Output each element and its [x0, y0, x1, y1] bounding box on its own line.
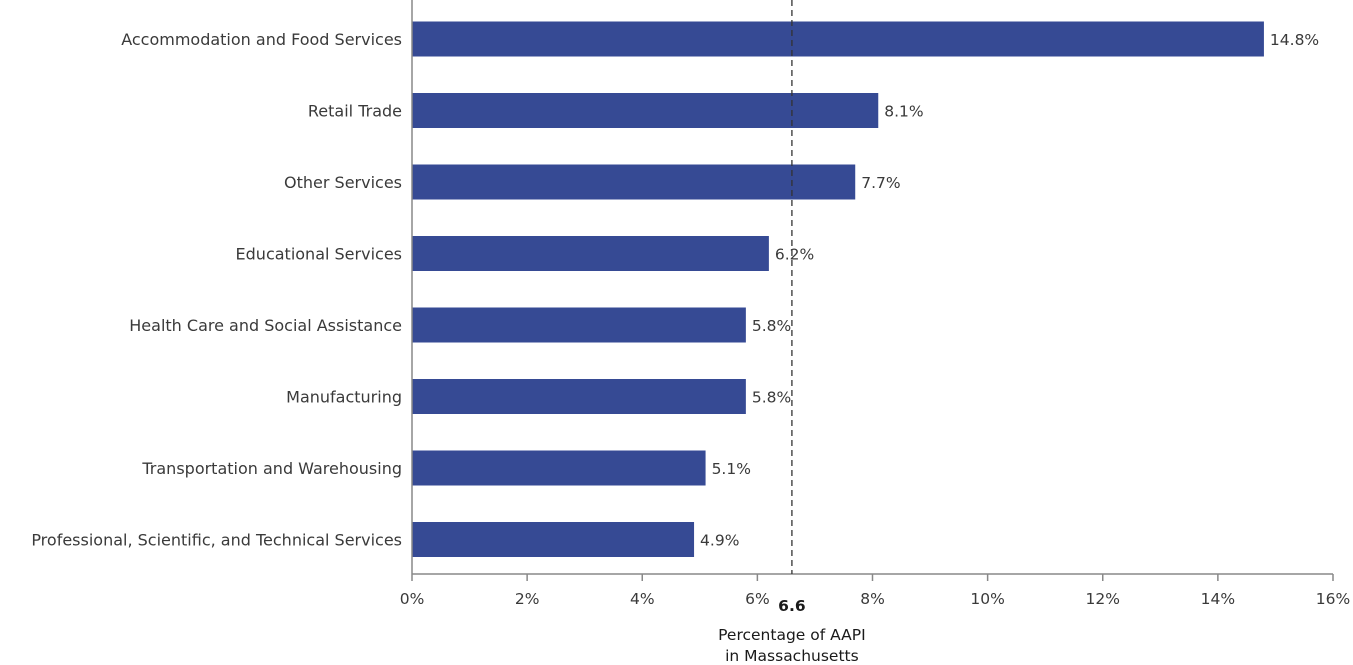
x-tick-label: 2% [515, 590, 540, 608]
reference-label-line1: Percentage of AAPI [718, 626, 866, 644]
x-tick-label: 6% [745, 590, 770, 608]
x-tick-label: 14% [1201, 590, 1235, 608]
bar [412, 164, 856, 200]
category-label: Other Services [284, 173, 402, 192]
bar [412, 307, 746, 343]
value-label: 8.1% [884, 103, 923, 121]
value-labels-group: 14.8% 8.1% 7.7% 6.2% 5.8% 5.8% 5.1% 4.9% [700, 31, 1319, 550]
bar [412, 21, 1264, 57]
value-label: 5.1% [712, 460, 751, 478]
x-tick-label: 8% [860, 590, 885, 608]
category-label: Transportation and Warehousing [141, 459, 402, 478]
category-label: Health Care and Social Assistance [129, 316, 402, 335]
reference-label-line2: in Massachusetts [725, 647, 859, 665]
category-labels-group: Accommodation and Food Services Retail Tr… [31, 30, 402, 550]
bar [412, 379, 746, 414]
value-label: 6.2% [775, 246, 814, 264]
reference-line-group: 6.6 Percentage of AAPI in Massachusetts [718, 0, 866, 665]
value-label: 14.8% [1270, 31, 1319, 49]
value-label: 5.8% [752, 389, 791, 407]
value-label: 4.9% [700, 532, 739, 550]
bar [412, 522, 695, 557]
bar [412, 93, 879, 128]
x-tick-label: 16% [1316, 590, 1350, 608]
x-tick-label: 4% [630, 590, 655, 608]
x-tick-label: 12% [1086, 590, 1120, 608]
x-tick-label: 10% [970, 590, 1004, 608]
bar [412, 450, 706, 486]
category-label: Educational Services [236, 245, 402, 264]
value-label: 5.8% [752, 317, 791, 335]
x-ticks-group: 0% 2% 4% 6% 8% 10% 12% 14% 16% [400, 574, 1350, 608]
category-label: Manufacturing [286, 388, 402, 407]
bar [412, 236, 769, 271]
value-label: 7.7% [861, 174, 900, 192]
category-label: Accommodation and Food Services [121, 30, 402, 49]
axes-group [411, 0, 1333, 575]
x-tick-label: 0% [400, 590, 425, 608]
category-label: Professional, Scientific, and Technical … [31, 531, 402, 550]
reference-value-label: 6.6 [778, 597, 805, 615]
category-label: Retail Trade [308, 102, 402, 121]
bars-group [412, 21, 1264, 557]
